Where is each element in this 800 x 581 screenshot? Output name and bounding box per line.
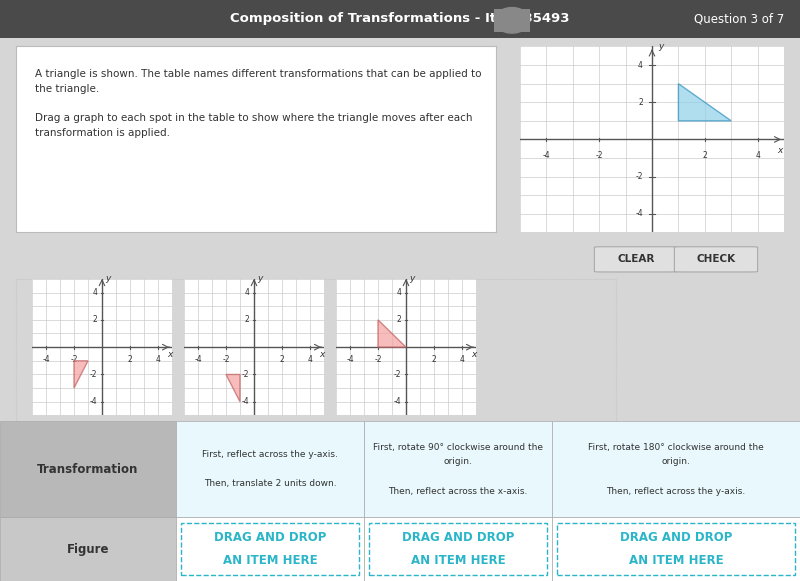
Text: ◀: ◀ [507, 15, 516, 26]
Polygon shape [226, 375, 240, 402]
Text: -2: -2 [635, 172, 642, 181]
Text: -4: -4 [90, 397, 97, 406]
Text: Figure: Figure [66, 543, 110, 555]
Text: 2: 2 [128, 356, 132, 364]
Polygon shape [378, 320, 406, 347]
Text: 4: 4 [396, 288, 401, 297]
Text: -2: -2 [374, 356, 382, 364]
Text: 2: 2 [396, 315, 401, 324]
Bar [552, 517, 800, 581]
Text: y: y [106, 274, 111, 283]
Polygon shape [74, 361, 88, 388]
Text: y: y [258, 274, 263, 283]
Text: 2: 2 [280, 356, 284, 364]
FancyBboxPatch shape [594, 247, 678, 272]
Bar [176, 517, 364, 581]
Text: -4: -4 [346, 356, 354, 364]
Text: DRAG AND DROP
AN ITEM HERE: DRAG AND DROP AN ITEM HERE [402, 531, 514, 567]
Polygon shape [678, 84, 731, 121]
Text: -2: -2 [70, 356, 78, 364]
Text: x: x [319, 350, 325, 360]
Text: 2: 2 [702, 150, 707, 160]
Bar [0, 421, 176, 517]
Bar [552, 421, 800, 517]
Text: Composition of Transformations - Item 35493: Composition of Transformations - Item 35… [230, 12, 570, 26]
Bar [369, 523, 547, 575]
Text: -4: -4 [542, 150, 550, 160]
Text: 4: 4 [307, 356, 313, 364]
Text: y: y [410, 274, 415, 283]
Text: Question 3 of 7: Question 3 of 7 [694, 12, 784, 26]
Text: First, reflect across the y-axis.

Then, translate 2 units down.: First, reflect across the y-axis. Then, … [202, 450, 338, 488]
Text: CHECK: CHECK [697, 253, 735, 264]
Text: CLEAR: CLEAR [618, 253, 654, 264]
Text: -4: -4 [635, 209, 642, 218]
Text: -4: -4 [194, 356, 202, 364]
Bar [176, 421, 364, 517]
Text: 4: 4 [155, 356, 161, 364]
FancyBboxPatch shape [674, 247, 758, 272]
Text: -4: -4 [394, 397, 401, 406]
Text: x: x [471, 350, 477, 360]
Text: y: y [658, 42, 664, 51]
Text: x: x [167, 350, 173, 360]
Text: 2: 2 [92, 315, 97, 324]
Text: First, rotate 180° clockwise around the
origin.

Then, reflect across the y-axis: First, rotate 180° clockwise around the … [588, 443, 764, 496]
Text: 4: 4 [459, 356, 465, 364]
Text: -4: -4 [242, 397, 249, 406]
Text: 2: 2 [244, 315, 249, 324]
Text: A triangle is shown. The table names different transformations that can be appli: A triangle is shown. The table names dif… [35, 69, 482, 138]
Bar [181, 523, 359, 575]
Text: First, rotate 90° clockwise around the
origin.

Then, reflect across the x-axis.: First, rotate 90° clockwise around the o… [373, 443, 543, 496]
Text: 4: 4 [92, 288, 97, 297]
Text: DRAG AND DROP
AN ITEM HERE: DRAG AND DROP AN ITEM HERE [620, 531, 732, 567]
Text: -2: -2 [90, 370, 97, 379]
Text: -2: -2 [222, 356, 230, 364]
Text: 2: 2 [638, 98, 642, 107]
Bar [364, 517, 552, 581]
Bar [557, 523, 795, 575]
Text: DRAG AND DROP
AN ITEM HERE: DRAG AND DROP AN ITEM HERE [214, 531, 326, 567]
Text: -2: -2 [242, 370, 249, 379]
Text: 4: 4 [755, 150, 760, 160]
Text: 4: 4 [638, 60, 642, 70]
Text: -4: -4 [42, 356, 50, 364]
Text: -2: -2 [394, 370, 401, 379]
Bar [0, 517, 176, 581]
Text: 4: 4 [244, 288, 249, 297]
Bar [364, 421, 552, 517]
Text: 2: 2 [432, 356, 436, 364]
Text: -2: -2 [595, 150, 603, 160]
Text: Transformation: Transformation [38, 462, 138, 476]
Text: x: x [778, 146, 782, 155]
